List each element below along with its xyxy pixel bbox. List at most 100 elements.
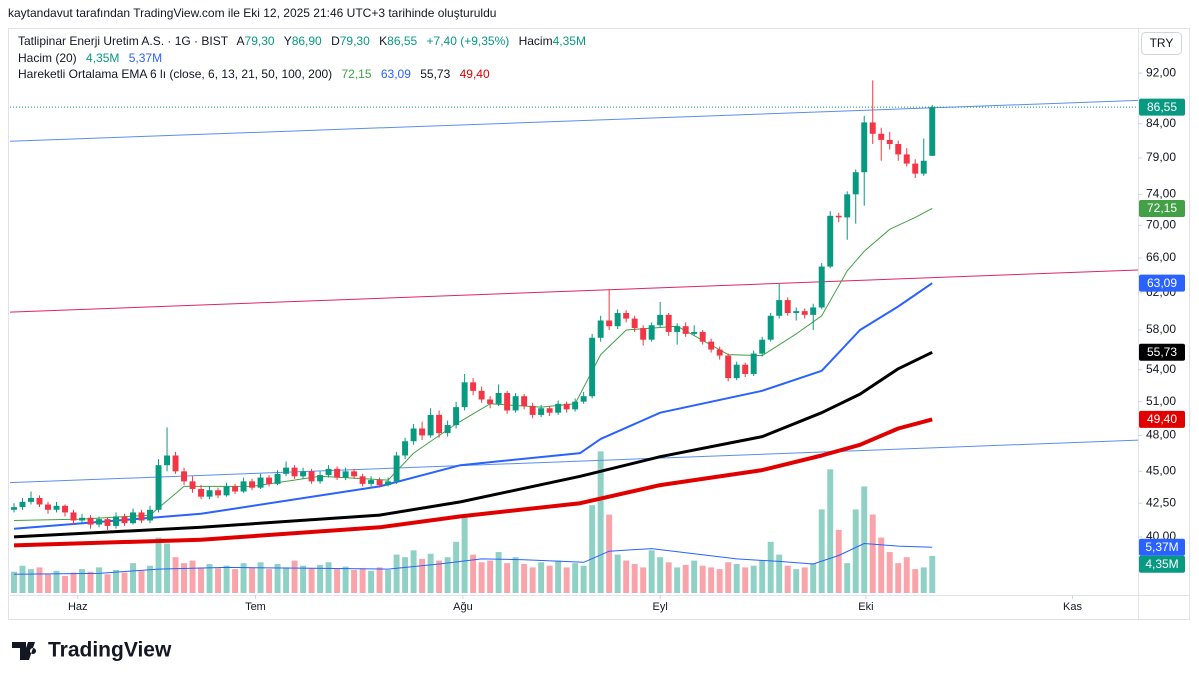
candle-body <box>691 331 698 334</box>
y-tick-label: 54,00 <box>1146 362 1176 376</box>
volume-bar <box>70 572 77 593</box>
currency-label[interactable]: TRY <box>1150 36 1174 50</box>
volume-bar <box>691 560 698 593</box>
volume-bar <box>495 552 502 593</box>
volume-bar <box>300 565 307 593</box>
price-label: 72,15 <box>1147 201 1177 215</box>
volume-bar <box>759 560 766 593</box>
close-name: K <box>379 34 387 48</box>
volume-bar <box>665 562 672 593</box>
currency-button[interactable]: TRY <box>1141 32 1182 55</box>
volume-value: 4,35M <box>553 34 586 48</box>
candle-body <box>427 414 434 436</box>
volume-bar <box>682 564 689 593</box>
volume-bar <box>62 575 68 593</box>
volume-ma-value: 5,37M <box>129 51 162 65</box>
candle-body <box>164 455 171 466</box>
volume-bar <box>844 563 851 593</box>
candle-body <box>376 480 383 486</box>
volume-bar <box>138 570 145 593</box>
candle-body <box>487 399 494 404</box>
volume-bar <box>164 543 171 593</box>
candle-body <box>325 468 332 476</box>
volume-bar <box>606 514 613 593</box>
volume-bar <box>121 572 128 593</box>
candle-body <box>461 382 468 408</box>
candle-body <box>19 501 26 508</box>
candle-body <box>274 473 281 484</box>
candle-body <box>504 392 511 411</box>
volume-name: Hacim <box>519 34 553 48</box>
candle-body <box>869 122 876 134</box>
volume-bar <box>376 567 383 593</box>
candle-body <box>665 314 672 332</box>
volume-bar <box>436 560 443 593</box>
legend-row: Hacim (20) 4,35M 5,37M <box>18 51 162 65</box>
candle-body <box>538 408 545 415</box>
candle-body <box>104 519 111 526</box>
volume-bar <box>334 569 341 593</box>
logo: TradingView <box>12 639 172 662</box>
volume-bar <box>325 562 332 593</box>
candle-body <box>648 325 655 340</box>
close-value: 86,55 <box>387 34 417 48</box>
candle-body <box>495 392 502 404</box>
volume-bar <box>563 567 570 593</box>
candle-body <box>249 481 256 488</box>
volume-bar <box>784 565 791 593</box>
x-tick-label: Eyl <box>653 601 668 613</box>
candle-body <box>827 215 834 267</box>
trend-line <box>10 99 1138 142</box>
volume-bar <box>28 569 34 593</box>
candle-body <box>912 163 919 174</box>
volume-bar <box>206 563 213 593</box>
ema-line <box>13 350 933 539</box>
candle-body <box>223 486 230 496</box>
volume-bar <box>903 557 910 593</box>
candle-body <box>529 406 536 415</box>
candle-body <box>181 471 188 482</box>
volume-bar <box>657 557 664 593</box>
volume-bar <box>87 571 94 593</box>
ema-value: 55,73 <box>420 67 450 81</box>
y-tick-label: 58,00 <box>1146 322 1176 336</box>
candle-body <box>750 353 757 374</box>
open-value: 79,30 <box>245 34 275 48</box>
volume-bar <box>36 567 43 593</box>
price-label: 5,37M <box>1145 540 1178 554</box>
candle-body <box>393 455 400 482</box>
volume-bar <box>368 570 375 593</box>
candle-body <box>130 512 137 524</box>
volume-bar <box>640 567 647 593</box>
volume-bar <box>232 569 239 593</box>
candle-body <box>878 133 885 140</box>
low-name: D <box>331 34 340 48</box>
y-tick-label: 74,00 <box>1146 187 1176 201</box>
volume-bar <box>597 451 604 593</box>
volume-bar <box>96 567 102 593</box>
x-tick-label: Eki <box>858 601 873 613</box>
volume-bar <box>827 469 834 593</box>
volume-bar <box>257 562 264 593</box>
ema-value: 72,15 <box>342 67 372 81</box>
candle-body <box>351 471 358 477</box>
volume-bar <box>529 567 536 593</box>
x-tick-label: Ağu <box>453 601 473 613</box>
chart-frame <box>8 28 1190 620</box>
candle-body <box>801 311 808 315</box>
candle-body <box>606 320 613 327</box>
candle-body <box>402 441 409 456</box>
volume-bar <box>308 568 315 593</box>
candle-body <box>419 428 426 436</box>
currency-box[interactable] <box>1141 32 1182 55</box>
candle-body <box>11 507 17 510</box>
volume-bar <box>912 569 919 593</box>
candle-body <box>478 390 485 400</box>
volume-bar <box>342 566 349 593</box>
volume-bar <box>521 563 528 593</box>
candle-body <box>733 364 740 379</box>
candle-body <box>563 403 570 410</box>
volume-bar <box>742 567 749 593</box>
y-tick-label: 92,00 <box>1146 65 1176 79</box>
